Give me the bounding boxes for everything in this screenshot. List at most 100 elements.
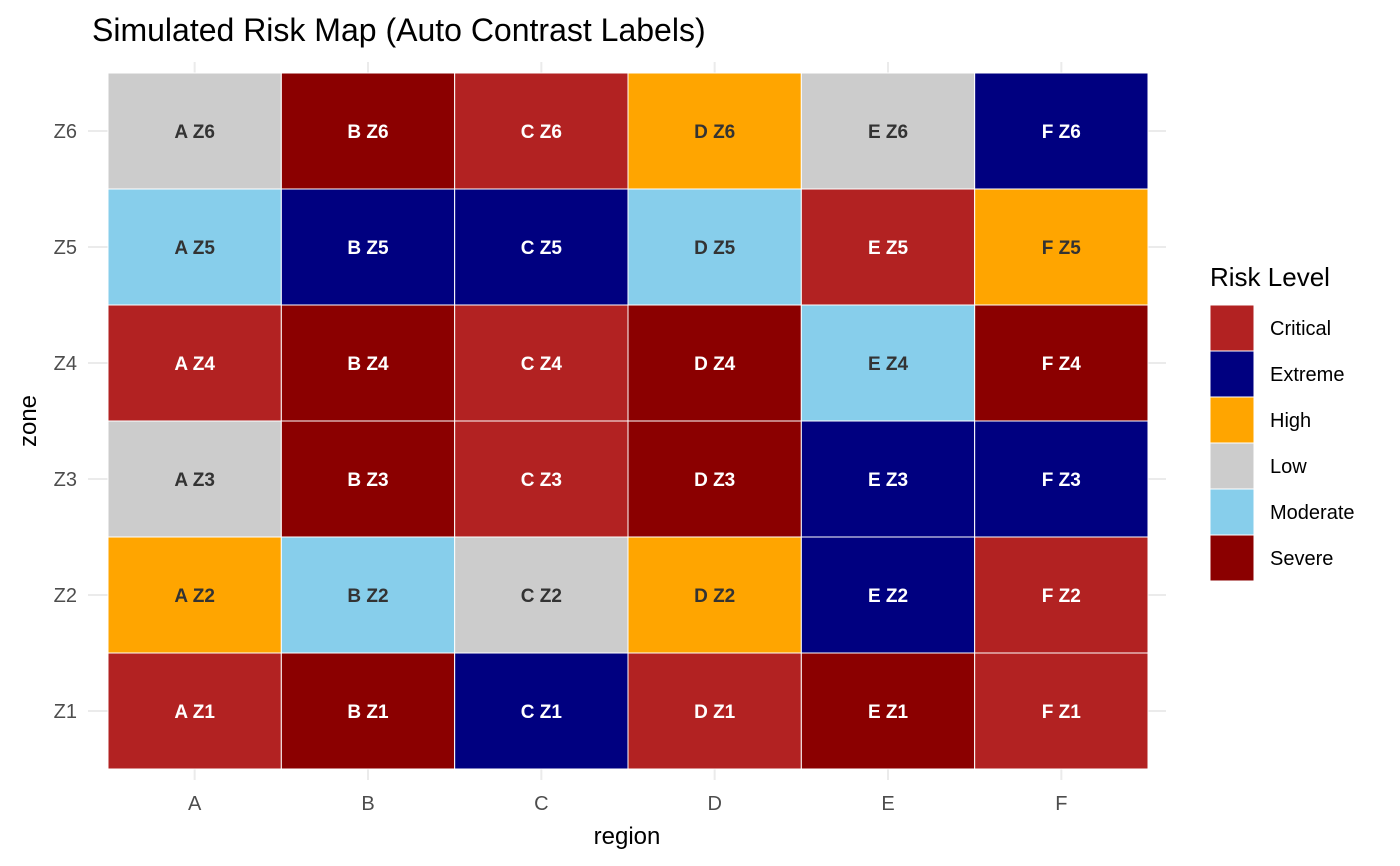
cell-label: B Z2 [347, 586, 388, 607]
cell-label: E Z6 [868, 122, 908, 143]
cell-label: D Z2 [694, 586, 735, 607]
x-tick-label: C [534, 793, 548, 815]
cell-label: A Z6 [174, 122, 214, 143]
cell-label: C Z1 [521, 702, 563, 723]
cell-label: F Z3 [1042, 470, 1081, 491]
heatmap-cell [454, 188, 629, 306]
heatmap-cell [800, 536, 976, 654]
cell-label: D Z5 [694, 238, 736, 259]
y-tick-label: Z3 [54, 469, 77, 491]
heatmap-cell [800, 72, 976, 190]
legend-key-moderate [1209, 488, 1255, 536]
y-tick-label: Z5 [54, 237, 77, 259]
cell-label: D Z1 [694, 702, 736, 723]
cell-label: B Z4 [347, 354, 389, 375]
cell-label: F Z5 [1042, 238, 1081, 259]
cell-label: A Z1 [174, 702, 215, 723]
cell-label: F Z6 [1042, 122, 1081, 143]
heatmap-cell [627, 72, 802, 190]
cell-label: C Z4 [521, 354, 563, 375]
x-tick-label: E [881, 793, 894, 815]
cell-label: D Z3 [694, 470, 735, 491]
legend-label: Extreme [1270, 364, 1344, 386]
heatmap-cell [974, 652, 1149, 770]
heatmap-cell [107, 72, 282, 190]
cell-label: D Z4 [694, 354, 736, 375]
heatmap-cell [974, 304, 1149, 422]
heatmap-cell [454, 536, 629, 654]
heatmap-cell [974, 536, 1149, 654]
heatmap-cell [107, 420, 282, 538]
heatmap-cell [107, 188, 282, 306]
cell-label: F Z4 [1042, 354, 1081, 375]
cell-label: D Z6 [694, 122, 735, 143]
y-tick-label: Z6 [54, 121, 77, 143]
cell-label: C Z5 [521, 238, 563, 259]
cell-label: E Z1 [868, 702, 909, 723]
heatmap-cell [974, 420, 1149, 538]
heatmap-cell [627, 420, 802, 538]
heatmap-cell-labels: A Z6 B Z6 C Z6 D Z6 E Z6 F Z6 A Z5 B Z5 C Z5 D Z5… [174, 122, 1081, 723]
legend-key-critical [1209, 304, 1255, 352]
cell-label: E Z3 [868, 470, 908, 491]
x-tick-label: D [707, 793, 721, 815]
heatmap-cell [627, 188, 802, 306]
cell-label: F Z2 [1042, 586, 1081, 607]
cell-label: C Z3 [521, 470, 562, 491]
y-tick-label: Z4 [54, 353, 77, 375]
heatmap-cell [627, 304, 802, 422]
legend: Risk Level Critical Extreme High Low Moderat… [1209, 262, 1355, 582]
cell-label: C Z6 [521, 122, 562, 143]
heatmap-cell [280, 536, 456, 654]
x-tick-label: B [361, 793, 374, 815]
cell-label: E Z4 [868, 354, 909, 375]
legend-label: Critical [1270, 318, 1331, 340]
cell-label: A Z2 [174, 586, 214, 607]
heatmap-cell [800, 420, 976, 538]
heatmap-cell [107, 652, 282, 770]
legend-label: Low [1270, 456, 1307, 478]
heatmap-cell [800, 652, 976, 770]
cell-label: B Z1 [347, 702, 389, 723]
legend-label: Moderate [1270, 502, 1355, 524]
legend-key-low [1209, 442, 1255, 490]
legend-items: Critical Extreme High Low Moderate Severe [1209, 304, 1355, 582]
heatmap-cell [280, 304, 456, 422]
heatmap-cells [107, 72, 1149, 770]
heatmap-cell [107, 304, 282, 422]
cell-label: A Z4 [174, 354, 215, 375]
heatmap-cell [454, 304, 629, 422]
y-tick-label: Z1 [54, 701, 77, 723]
heatmap-cell [280, 72, 456, 190]
cell-label: A Z3 [174, 470, 214, 491]
heatmap-cell [454, 652, 629, 770]
cell-label: B Z5 [347, 238, 389, 259]
heatmap-cell [280, 188, 456, 306]
heatmap-cell [800, 188, 976, 306]
cell-label: B Z3 [347, 470, 388, 491]
heatmap-cell [974, 188, 1149, 306]
legend-label: High [1270, 410, 1311, 432]
x-tick-label: F [1055, 793, 1067, 815]
heatmap-cell [280, 652, 456, 770]
legend-title: Risk Level [1210, 262, 1330, 292]
heatmap-cell [800, 304, 976, 422]
cell-label: A Z5 [174, 238, 215, 259]
x-tick-label: A [188, 793, 202, 815]
cell-label: F Z1 [1042, 702, 1081, 723]
chart-title: Simulated Risk Map (Auto Contrast Labels… [92, 12, 706, 48]
x-axis-title: region [594, 823, 661, 850]
cell-label: B Z6 [347, 122, 388, 143]
y-tick-label: Z2 [54, 585, 77, 607]
legend-key-extreme [1209, 350, 1255, 398]
y-axis-title: zone [15, 395, 42, 447]
legend-label: Severe [1270, 548, 1333, 570]
legend-key-severe [1209, 534, 1255, 582]
legend-key-high [1209, 396, 1255, 444]
x-axis-ticks: A B C D E F [188, 793, 1067, 815]
heatmap-cell [454, 72, 629, 190]
cell-label: E Z2 [868, 586, 908, 607]
y-axis-ticks: Z1 Z2 Z3 Z4 Z5 Z6 [54, 121, 77, 723]
heatmap-cell [280, 420, 456, 538]
